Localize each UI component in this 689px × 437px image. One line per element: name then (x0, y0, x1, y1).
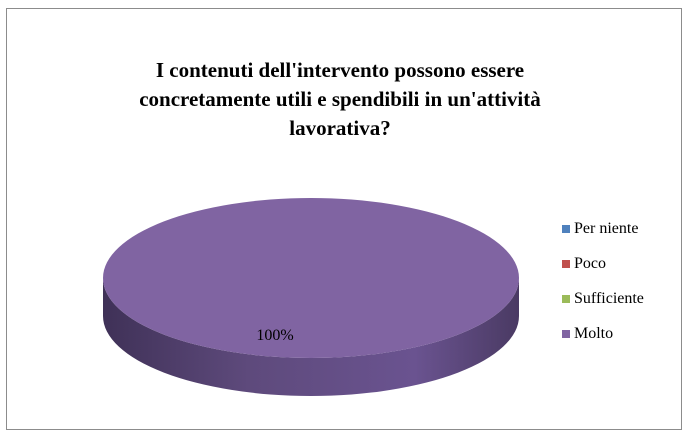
legend-item-sufficiente: Sufficiente (562, 287, 644, 310)
legend-label-sufficiente: Sufficiente (574, 289, 644, 307)
chart-title: I contenuti dell'intervento possono esse… (139, 58, 541, 140)
data-label-molto: 100% (256, 327, 293, 344)
legend-label-per-niente: Per niente (574, 219, 639, 237)
pie-slice-side-molto (103, 278, 519, 396)
legend-swatch-poco (562, 259, 570, 268)
legend-label-poco: Poco (574, 254, 606, 272)
legend-item-poco: Poco (562, 252, 644, 275)
legend-item-per-niente: Per niente (562, 217, 644, 240)
legend-label-molto: Molto (574, 324, 614, 342)
legend-swatch-per-niente (562, 224, 570, 233)
legend-swatch-molto (562, 329, 570, 338)
legend: Per niente Poco Sufficiente Molto (562, 217, 644, 357)
legend-item-molto: Molto (562, 322, 644, 345)
legend-swatch-sufficiente (562, 294, 570, 303)
pie-slice-molto (103, 198, 519, 358)
